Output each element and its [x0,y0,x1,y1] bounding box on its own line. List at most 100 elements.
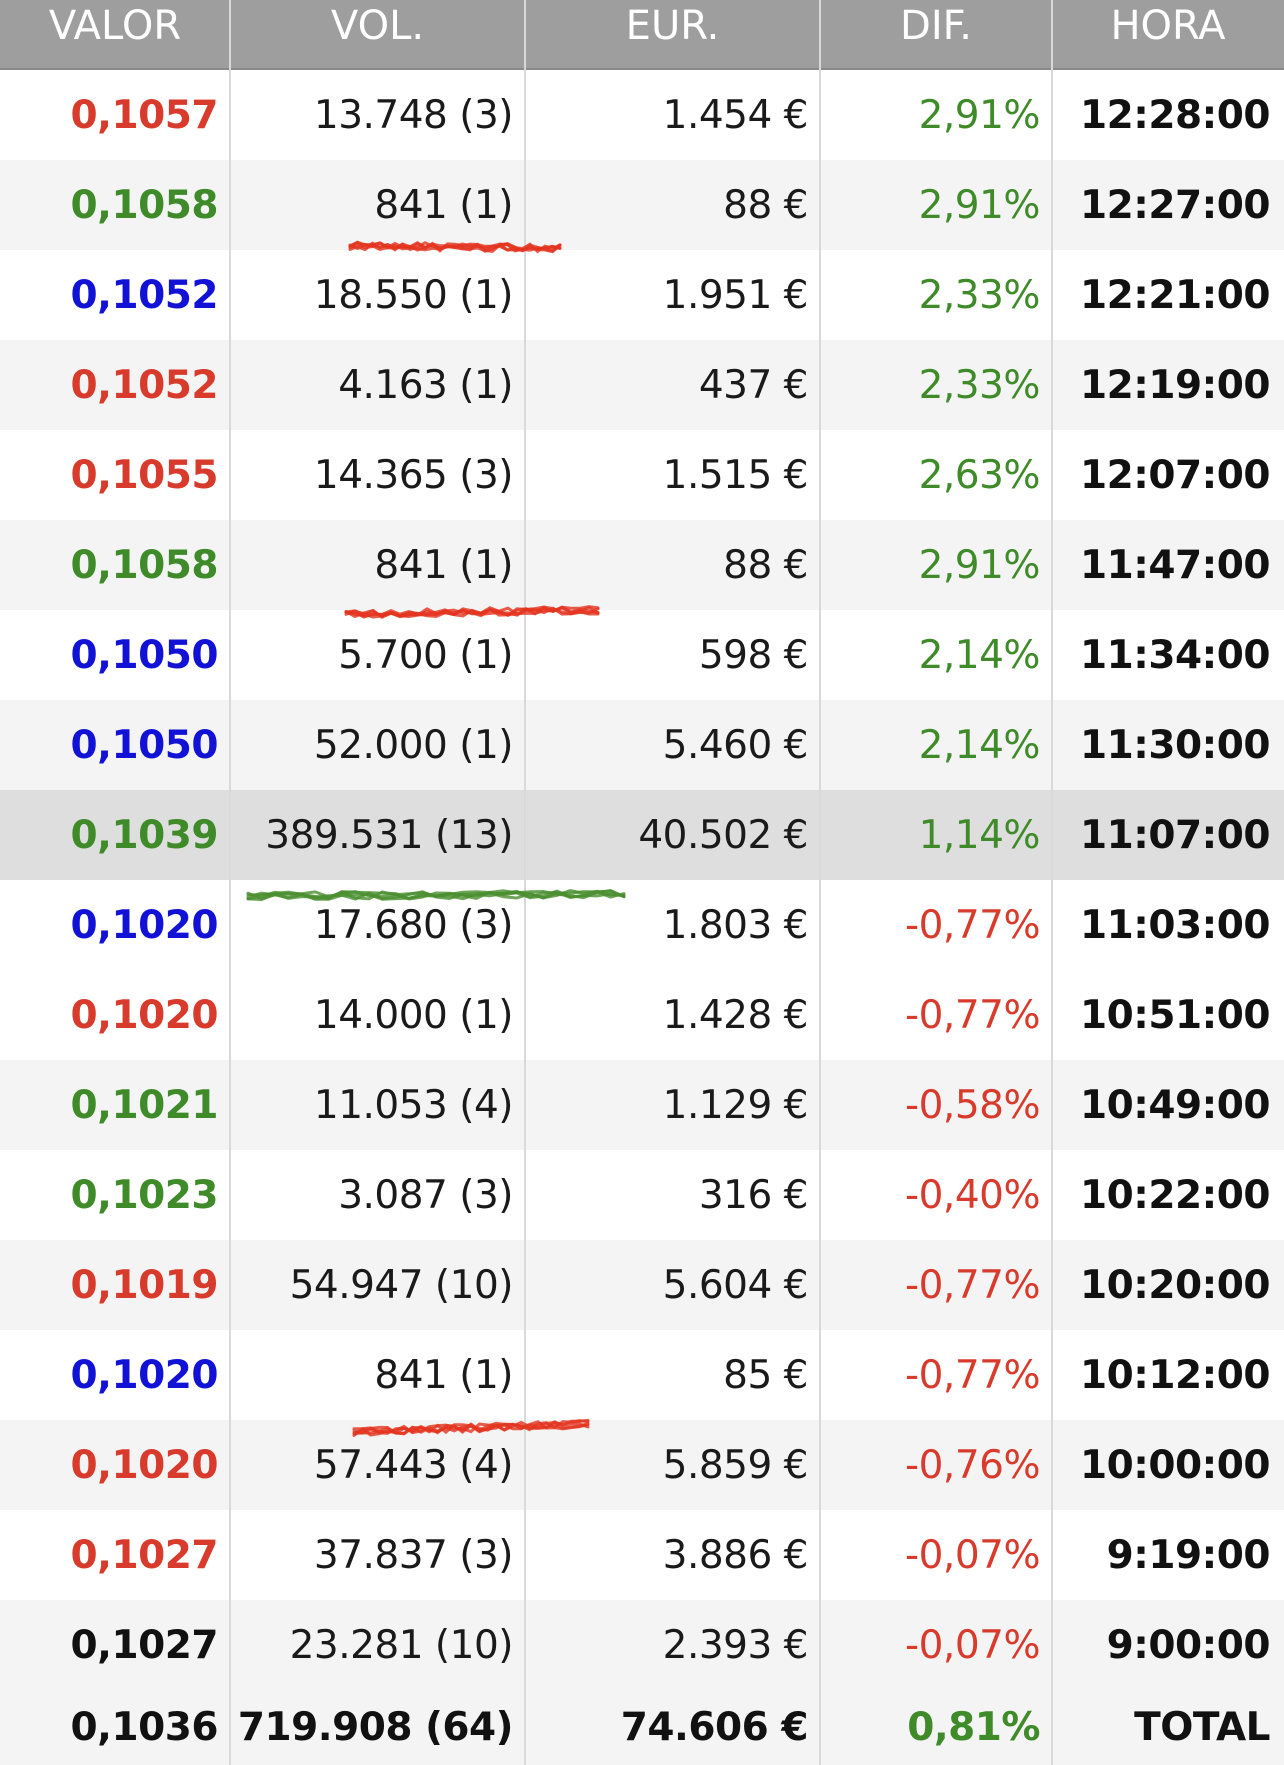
cell-dif: -0,77% [905,902,1040,948]
cell-hora: 11:47:00 [1079,542,1271,588]
cell-valor: 0,1050 [70,632,219,678]
cell-vol: 13.748 (3) [313,92,514,138]
table-row[interactable]: 0,1058 841 (1) 88 € 2,91% 11:47:00 [0,520,1284,610]
table-row[interactable]: 0,1020 17.680 (3) 1.803 € -0,77% 11:03:00 [0,880,1284,970]
cell-valor: 0,1057 [70,92,219,138]
cell-hora: 12:19:00 [1079,362,1271,408]
cell-vol: 54.947 (10) [289,1262,514,1308]
cell-hora: 11:30:00 [1079,722,1271,768]
cell-eur: 5.460 € [662,722,809,768]
cell-vol: 841 (1) [374,182,513,228]
cell-valor: 0,1027 [70,1532,219,1578]
total-valor: 0,1036 [70,1705,219,1750]
cell-valor: 0,1058 [70,182,219,228]
cell-dif: -0,77% [905,992,1040,1038]
cell-valor: 0,1023 [70,1172,219,1218]
cell-vol: 3.087 (3) [338,1172,513,1218]
cell-hora: 10:51:00 [1079,992,1271,1038]
cell-eur: 1.428 € [662,992,809,1038]
cell-eur: 85 € [723,1352,808,1398]
header-vol[interactable]: VOL. [330,3,425,49]
table-row[interactable]: 0,1050 5.700 (1) 598 € 2,14% 11:34:00 [0,610,1284,700]
cell-valor: 0,1052 [70,272,219,318]
cell-eur: 5.859 € [662,1442,809,1488]
cell-valor: 0,1020 [70,902,219,948]
cell-eur: 3.886 € [662,1532,809,1578]
cell-eur: 88 € [723,182,808,228]
cell-eur: 2.393 € [662,1622,809,1668]
cell-hora: 9:19:00 [1106,1532,1271,1578]
column-divider [229,0,231,1765]
cell-eur: 40.502 € [638,812,808,858]
cell-dif: 2,33% [918,272,1041,318]
table-header: VALOR VOL. EUR. DIF. HORA [0,0,1284,70]
cell-valor: 0,1020 [70,1442,219,1488]
cell-hora: 12:07:00 [1079,452,1271,498]
cell-hora: 10:00:00 [1079,1442,1271,1488]
cell-dif: -0,77% [905,1262,1040,1308]
cell-valor: 0,1055 [70,452,219,498]
cell-dif: 2,91% [918,92,1041,138]
cell-hora: 12:28:00 [1079,92,1271,138]
header-valor[interactable]: VALOR [48,3,182,49]
total-row[interactable]: 0,1036 719.908 (64) 74.606 € 0,81% TOTAL [0,1690,1284,1765]
cell-dif: 2,14% [918,722,1041,768]
column-divider [819,0,821,1765]
cell-vol: 841 (1) [374,542,513,588]
cell-eur: 5.604 € [662,1262,809,1308]
cell-valor: 0,1027 [70,1622,219,1668]
table-row[interactable]: 0,1021 11.053 (4) 1.129 € -0,58% 10:49:00 [0,1060,1284,1150]
cell-hora: 9:00:00 [1106,1622,1271,1668]
cell-hora: 11:03:00 [1079,902,1271,948]
table-row[interactable]: 0,1039 389.531 (13) 40.502 € 1,14% 11:07:00 [0,790,1284,880]
cell-hora: 10:12:00 [1079,1352,1271,1398]
cell-vol: 57.443 (4) [313,1442,514,1488]
cell-hora: 11:07:00 [1079,812,1271,858]
cell-dif: -0,40% [905,1172,1040,1218]
table-row[interactable]: 0,1050 52.000 (1) 5.460 € 2,14% 11:30:00 [0,700,1284,790]
column-divider [524,0,526,1765]
cell-vol: 5.700 (1) [338,632,513,678]
cell-hora: 10:49:00 [1079,1082,1271,1128]
cell-eur: 1.129 € [662,1082,809,1128]
table-row[interactable]: 0,1019 54.947 (10) 5.604 € -0,77% 10:20:00 [0,1240,1284,1330]
table-row[interactable]: 0,1020 14.000 (1) 1.428 € -0,77% 10:51:00 [0,970,1284,1060]
table-row[interactable]: 0,1055 14.365 (3) 1.515 € 2,63% 12:07:00 [0,430,1284,520]
table-row[interactable]: 0,1052 18.550 (1) 1.951 € 2,33% 12:21:00 [0,250,1284,340]
cell-vol: 52.000 (1) [313,722,514,768]
cell-vol: 18.550 (1) [313,272,514,318]
cell-eur: 1.515 € [662,452,809,498]
cell-valor: 0,1020 [70,992,219,1038]
column-divider [1051,0,1053,1765]
table-row[interactable]: 0,1058 841 (1) 88 € 2,91% 12:27:00 [0,160,1284,250]
table-row[interactable]: 0,1020 57.443 (4) 5.859 € -0,76% 10:00:00 [0,1420,1284,1510]
cell-eur: 598 € [698,632,809,678]
header-eur[interactable]: EUR. [625,3,720,49]
table-row[interactable]: 0,1020 841 (1) 85 € -0,77% 10:12:00 [0,1330,1284,1420]
table-row[interactable]: 0,1027 37.837 (3) 3.886 € -0,07% 9:19:00 [0,1510,1284,1600]
table-row[interactable]: 0,1057 13.748 (3) 1.454 € 2,91% 12:28:00 [0,70,1284,160]
table-row[interactable]: 0,1023 3.087 (3) 316 € -0,40% 10:22:00 [0,1150,1284,1240]
cell-eur: 1.951 € [662,272,809,318]
cell-dif: -0,07% [905,1622,1040,1668]
cell-valor: 0,1050 [70,722,219,768]
cell-valor: 0,1021 [70,1082,219,1128]
cell-vol: 389.531 (13) [265,812,513,858]
cell-valor: 0,1052 [70,362,219,408]
cell-vol: 11.053 (4) [313,1082,514,1128]
cell-vol: 23.281 (10) [289,1622,514,1668]
table-row[interactable]: 0,1052 4.163 (1) 437 € 2,33% 12:19:00 [0,340,1284,430]
total-hora: TOTAL [1134,1705,1270,1750]
cell-valor: 0,1019 [70,1262,219,1308]
total-vol: 719.908 (64) [237,1705,514,1750]
cell-vol: 841 (1) [374,1352,513,1398]
cell-valor: 0,1058 [70,542,219,588]
header-dif[interactable]: DIF. [900,3,972,49]
table-row[interactable]: 0,1027 23.281 (10) 2.393 € -0,07% 9:00:00 [0,1600,1284,1690]
header-hora[interactable]: HORA [1110,3,1226,49]
cell-vol: 14.365 (3) [313,452,514,498]
cell-eur: 88 € [723,542,808,588]
cell-dif: 2,63% [918,452,1041,498]
cell-valor: 0,1020 [70,1352,219,1398]
